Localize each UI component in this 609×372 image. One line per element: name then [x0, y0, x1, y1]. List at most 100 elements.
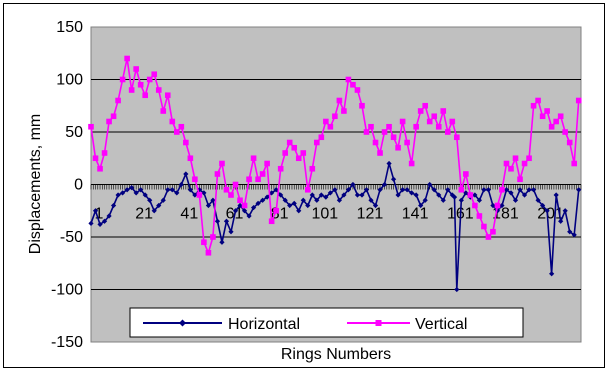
data-point-horizontal	[422, 197, 428, 203]
data-point-horizontal	[101, 218, 108, 224]
data-point-vertical	[377, 150, 383, 156]
data-point-horizontal	[377, 187, 383, 193]
data-point-horizontal	[264, 194, 270, 200]
data-point-horizontal	[526, 187, 532, 193]
data-point-horizontal	[214, 218, 221, 224]
data-point-horizontal	[368, 197, 374, 203]
data-point-horizontal	[201, 190, 207, 196]
data-point-vertical	[137, 81, 144, 88]
data-point-vertical	[517, 176, 523, 183]
data-point-vertical	[571, 160, 578, 167]
data-point-vertical	[92, 155, 99, 162]
data-point-horizontal	[120, 190, 126, 196]
data-point-horizontal	[567, 229, 573, 235]
y-tick-label: -100	[51, 282, 83, 299]
data-point-vertical	[282, 150, 288, 156]
data-point-horizontal	[336, 197, 342, 203]
data-point-horizontal	[395, 192, 401, 198]
x-axis-label: Rings Numbers	[281, 346, 391, 363]
data-point-vertical	[336, 97, 343, 104]
data-point-vertical	[485, 234, 492, 240]
data-point-horizontal	[151, 208, 157, 214]
data-point-horizontal	[223, 218, 230, 224]
series-layer	[88, 55, 582, 293]
data-point-vertical	[345, 76, 352, 83]
data-point-horizontal	[372, 202, 379, 209]
data-point-vertical	[467, 192, 474, 198]
data-point-vertical	[372, 139, 379, 146]
data-point-horizontal	[110, 202, 117, 209]
data-point-vertical	[390, 134, 397, 141]
data-point-horizontal	[381, 181, 388, 188]
data-point-vertical	[268, 218, 275, 225]
data-point-vertical	[196, 192, 203, 198]
data-point-horizontal	[174, 190, 180, 196]
data-point-horizontal	[160, 197, 166, 203]
legend-vertical-marker	[375, 320, 382, 326]
data-point-vertical	[187, 155, 194, 162]
data-point-vertical	[304, 186, 311, 193]
data-point-horizontal	[449, 192, 455, 198]
data-point-horizontal	[418, 202, 424, 209]
legend: Horizontal Vertical	[129, 307, 524, 338]
data-point-horizontal	[255, 200, 261, 206]
data-point-vertical	[422, 102, 428, 109]
data-point-vertical	[155, 87, 162, 93]
data-point-vertical	[359, 102, 365, 109]
data-point-vertical	[106, 118, 112, 125]
data-point-horizontal	[400, 187, 406, 193]
data-point-vertical	[386, 123, 392, 130]
data-point-horizontal	[499, 202, 505, 209]
data-point-horizontal	[232, 208, 239, 214]
data-point-horizontal	[273, 187, 279, 193]
data-point-horizontal	[156, 202, 162, 209]
x-tick-label: 121	[357, 206, 384, 223]
data-point-vertical	[277, 165, 284, 172]
y-tick-label: 50	[65, 124, 83, 141]
data-point-horizontal	[327, 190, 333, 196]
data-point-vertical	[264, 160, 270, 167]
data-point-vertical	[435, 123, 442, 130]
data-point-horizontal	[269, 190, 275, 196]
data-point-vertical	[255, 176, 261, 183]
data-point-vertical	[174, 129, 180, 135]
data-point-vertical	[431, 113, 438, 120]
data-point-vertical	[472, 202, 478, 209]
data-point-horizontal	[386, 160, 392, 167]
data-point-horizontal	[508, 190, 514, 196]
data-point-horizontal	[314, 197, 320, 203]
data-point-horizontal	[183, 171, 189, 177]
data-point-horizontal	[359, 192, 365, 198]
x-tick-label: 201	[537, 206, 564, 223]
data-point-vertical	[314, 139, 320, 146]
data-point-vertical	[363, 129, 370, 135]
y-tick-label: 0	[74, 177, 83, 194]
data-point-vertical	[169, 118, 176, 125]
data-point-horizontal	[138, 187, 144, 193]
data-point-horizontal	[169, 187, 175, 193]
data-point-vertical	[219, 160, 225, 167]
data-point-vertical	[88, 123, 94, 130]
data-point-vertical	[494, 202, 501, 209]
data-point-horizontal	[250, 205, 257, 211]
data-point-horizontal	[427, 181, 433, 188]
data-point-vertical	[110, 113, 117, 120]
data-point-vertical	[476, 213, 483, 219]
data-point-horizontal	[178, 181, 184, 188]
x-tick-label: 101	[311, 206, 338, 223]
data-point-horizontal	[237, 202, 243, 209]
data-point-horizontal	[440, 197, 446, 203]
data-point-vertical	[575, 97, 582, 104]
data-point-vertical	[241, 202, 248, 209]
data-point-horizontal	[445, 187, 451, 193]
data-point-horizontal	[205, 202, 212, 209]
data-point-horizontal	[485, 187, 492, 193]
data-point-horizontal	[300, 197, 306, 203]
data-point-horizontal	[219, 239, 225, 245]
data-point-vertical	[463, 171, 469, 177]
data-point-horizontal	[390, 176, 397, 182]
data-point-vertical	[115, 97, 121, 104]
data-point-vertical	[440, 108, 447, 114]
data-point-horizontal	[521, 192, 528, 198]
data-point-vertical	[273, 207, 279, 214]
